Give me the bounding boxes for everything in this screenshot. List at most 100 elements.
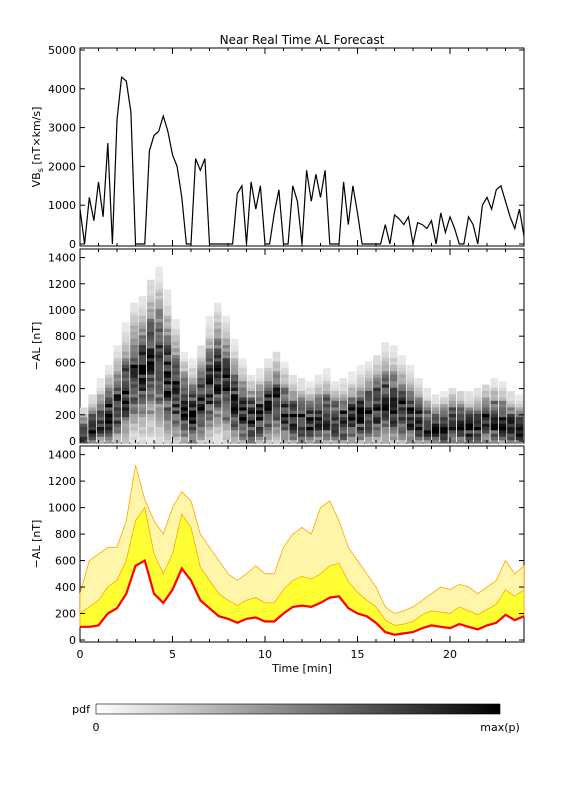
heatmap-cell <box>230 407 239 414</box>
heatmap-cell <box>415 407 423 414</box>
heatmap-cell <box>331 427 339 434</box>
heatmap-cell <box>289 423 297 431</box>
heatmap-cell <box>431 414 440 421</box>
heatmap-cell <box>364 378 373 385</box>
heatmap-cell <box>155 345 163 352</box>
heatmap-cell <box>205 338 214 346</box>
heatmap-cell <box>214 397 222 405</box>
heatmap-cell <box>121 397 130 405</box>
heatmap-cell <box>230 358 239 365</box>
heatmap-cell <box>147 355 155 362</box>
heatmap-cell <box>415 423 423 431</box>
heatmap-cell <box>163 315 172 323</box>
heatmap-cell <box>272 423 281 431</box>
heatmap-cell <box>373 394 381 401</box>
heatmap-cell <box>314 397 323 405</box>
heatmap-cell <box>239 374 247 382</box>
heatmap-cell <box>306 420 314 427</box>
heatmap-cell <box>138 423 147 431</box>
heatmap-cell <box>205 378 214 385</box>
heatmap-cell <box>239 361 247 369</box>
heatmap-cell <box>339 410 348 418</box>
heatmap-cell <box>289 401 297 408</box>
heatmap-cell <box>188 410 197 418</box>
heatmap-cell <box>105 371 113 378</box>
heatmap-cell <box>205 404 214 411</box>
heatmap-cell <box>105 397 113 405</box>
heatmap-cell <box>239 384 247 391</box>
heatmap-cell <box>147 325 155 332</box>
heatmap-cell <box>247 427 255 434</box>
heatmap-cell <box>130 397 138 405</box>
x-tick-label: 20 <box>443 648 457 661</box>
middle-ytick-label: 800 <box>55 330 76 343</box>
heatmap-cell <box>105 394 113 401</box>
heatmap-cell <box>381 378 390 385</box>
heatmap-cell <box>406 368 415 375</box>
heatmap-cell <box>188 378 197 385</box>
heatmap-cell <box>314 378 323 385</box>
heatmap-cell <box>255 414 264 421</box>
heatmap-cell <box>163 404 172 411</box>
heatmap-cell <box>356 423 364 431</box>
heatmap-cell <box>222 427 230 434</box>
heatmap-cell <box>415 437 423 444</box>
heatmap-cell <box>507 433 515 441</box>
heatmap-cell <box>105 368 113 375</box>
heatmap-cell <box>113 384 121 391</box>
heatmap-cell <box>147 394 155 401</box>
heatmap-cell <box>105 414 113 421</box>
heatmap-cell <box>180 378 188 385</box>
heatmap-cell <box>121 423 130 431</box>
heatmap-cell <box>172 414 180 421</box>
heatmap-cell <box>373 361 381 369</box>
heatmap-cell <box>205 355 214 362</box>
heatmap-cell <box>348 427 356 434</box>
heatmap-cell <box>381 384 390 391</box>
heatmap-cell <box>515 404 524 411</box>
heatmap-cell <box>364 404 373 411</box>
heatmap-cell <box>138 299 147 306</box>
heatmap-cell <box>230 368 239 375</box>
heatmap-cell <box>457 391 465 398</box>
heatmap-cell <box>197 414 205 421</box>
heatmap-cell <box>121 348 130 355</box>
heatmap-cell <box>398 361 406 369</box>
heatmap-cell <box>222 319 230 326</box>
heatmap-cell <box>423 397 431 405</box>
heatmap-cell <box>138 414 147 421</box>
top-ytick-label: 4000 <box>48 83 76 96</box>
heatmap-cell <box>172 427 180 434</box>
heatmap-cell <box>490 414 498 421</box>
heatmap-cell <box>138 348 147 355</box>
heatmap-cell <box>322 414 331 421</box>
heatmap-cell <box>289 384 297 391</box>
heatmap-cell <box>381 404 390 411</box>
heatmap-cell <box>515 423 524 431</box>
heatmap-cell <box>247 401 255 408</box>
heatmap-cell <box>356 401 364 408</box>
heatmap-cell <box>163 306 172 313</box>
heatmap-cell <box>264 410 272 418</box>
heatmap-cell <box>264 437 272 444</box>
heatmap-cell <box>155 302 163 310</box>
heatmap-cell <box>398 437 406 444</box>
heatmap-cell <box>448 387 457 395</box>
heatmap-cell <box>255 387 264 395</box>
heatmap-cell <box>172 437 180 444</box>
heatmap-cell <box>155 328 163 336</box>
heatmap-cell <box>448 437 457 444</box>
heatmap-cell <box>356 371 364 378</box>
heatmap-cell <box>96 414 105 421</box>
heatmap-cell <box>155 361 163 369</box>
heatmap-cell <box>163 309 172 316</box>
heatmap-cell <box>222 407 230 414</box>
heatmap-cell <box>339 397 348 405</box>
heatmap-cell <box>364 423 373 431</box>
heatmap-cell <box>415 433 423 441</box>
heatmap-cell <box>147 384 155 391</box>
heatmap-cell <box>155 387 163 395</box>
heatmap-cell <box>188 374 197 382</box>
heatmap-cell <box>415 414 423 421</box>
heatmap-cell <box>80 427 88 434</box>
